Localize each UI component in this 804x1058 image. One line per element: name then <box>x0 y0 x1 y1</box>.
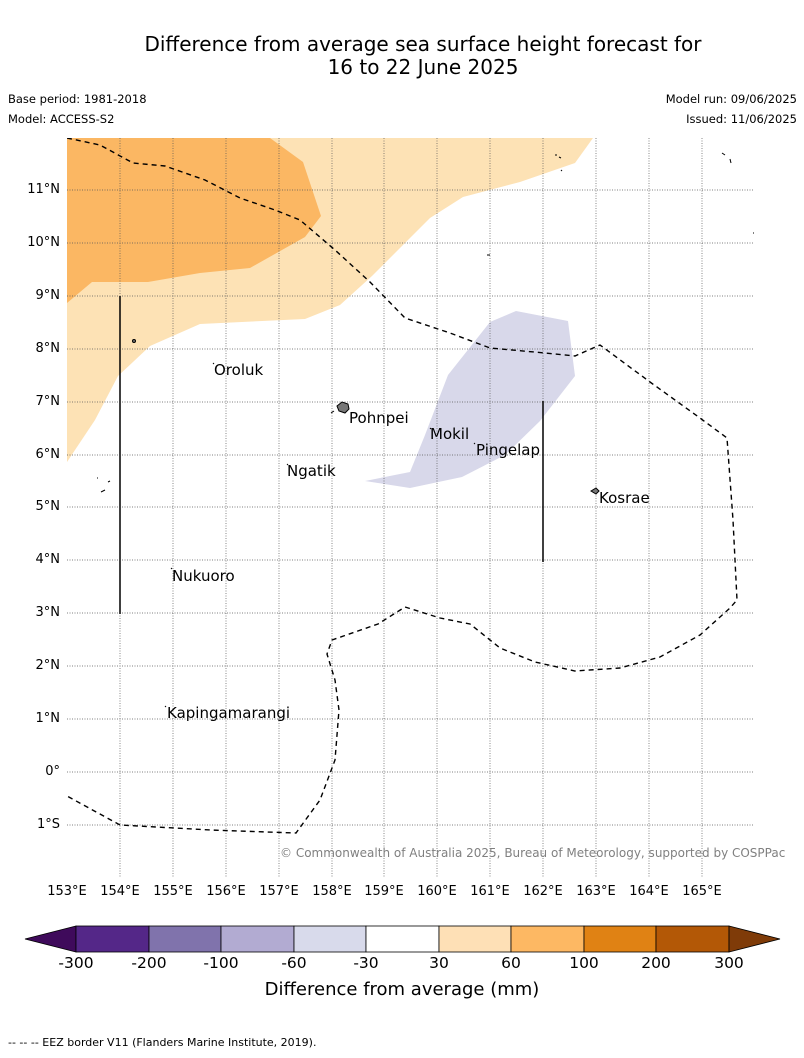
colorbar-tick: 300 <box>714 954 744 972</box>
place-label-ngatik: Ngatik <box>287 462 336 480</box>
islands <box>97 152 754 708</box>
colorbar-tick: -200 <box>131 954 167 972</box>
lat-label: 1°N <box>35 711 61 726</box>
lon-label: 160°E <box>417 884 457 899</box>
eez-border-north <box>67 138 738 834</box>
colorbar-bin-4 <box>293 925 367 953</box>
lat-label: 5°N <box>35 499 61 514</box>
lon-label: 164°E <box>629 884 669 899</box>
lat-label: 7°N <box>35 394 61 409</box>
lon-label: 154°E <box>100 884 140 899</box>
lon-label: 156°E <box>206 884 246 899</box>
lon-label: 162°E <box>523 884 563 899</box>
colorbar-tick: -60 <box>281 954 307 972</box>
lat-label: 2°N <box>35 658 61 673</box>
lon-label: 165°E <box>682 884 722 899</box>
lat-label: 0° <box>45 764 60 779</box>
place-label-nukuoro: Nukuoro <box>172 567 235 585</box>
place-label-pingelap: Pingelap <box>476 441 541 459</box>
place-label-kosrae: Kosrae <box>599 489 650 507</box>
place-label-kapingamarangi: Kapingamarangi <box>167 704 291 722</box>
place-label-pohnpei: Pohnpei <box>349 409 409 427</box>
lon-gridlines <box>119 138 703 878</box>
lon-label: 158°E <box>312 884 352 899</box>
colorbar-tick: 200 <box>641 954 671 972</box>
lat-label: 8°N <box>35 341 61 356</box>
colorbar-bin-3 <box>220 925 295 953</box>
colorbar-tick: 30 <box>429 954 449 972</box>
model-run: Model run: 09/06/2025 <box>665 92 797 106</box>
colorbar-label: Difference from average (mm) <box>264 979 540 1000</box>
colorbar-tick: -300 <box>58 954 94 972</box>
lon-label: 163°E <box>576 884 616 899</box>
lat-label: 10°N <box>27 235 60 250</box>
colorbar-bin-1 <box>75 925 150 953</box>
lat-label: 4°N <box>35 552 61 567</box>
colorbar-bin-8 <box>583 925 657 953</box>
title-line-1: Difference from average sea surface heig… <box>144 32 702 56</box>
colorbar-tick: 100 <box>569 954 599 972</box>
place-label-oroluk: Oroluk <box>214 361 264 379</box>
lat-label: 11°N <box>27 182 60 197</box>
lon-label: 153°E <box>47 884 87 899</box>
colorbar-tick: 60 <box>501 954 521 972</box>
colorbar-bin-5 <box>365 925 440 953</box>
colorbar-extend-low <box>24 925 77 953</box>
lon-label: 157°E <box>259 884 299 899</box>
anomaly-negative-area <box>365 311 575 488</box>
title-line-2: 16 to 22 June 2025 <box>327 55 519 79</box>
lat-label: 3°N <box>35 605 61 620</box>
lat-label: 1°S <box>36 817 60 832</box>
colorbar-bin-7 <box>510 925 585 953</box>
lat-label: 6°N <box>35 447 61 462</box>
colorbar-tick: -30 <box>353 954 379 972</box>
lat-gridlines <box>67 189 754 826</box>
eez-footnote: -- -- -- EEZ border V11 (Flanders Marine… <box>8 1036 317 1049</box>
copyright-credit: © Commonwealth of Australia 2025, Bureau… <box>280 846 786 860</box>
lon-label: 159°E <box>364 884 404 899</box>
colorbar-bin-6 <box>438 925 512 953</box>
base-period: Base period: 1981-2018 <box>8 92 147 106</box>
place-label-mokil: Mokil <box>430 425 470 443</box>
lon-label: 155°E <box>153 884 193 899</box>
lat-label: 9°N <box>35 288 61 303</box>
colorbar-extend-high <box>728 925 781 953</box>
model: Model: ACCESS-S2 <box>8 112 115 126</box>
kosrae-island <box>590 487 600 495</box>
colorbar <box>24 925 781 953</box>
issued-date: Issued: 11/06/2025 <box>686 112 797 126</box>
colorbar-bin-2 <box>148 925 222 953</box>
pohnpei-island <box>336 401 350 414</box>
small-island <box>132 339 136 343</box>
colorbar-tick: -100 <box>203 954 239 972</box>
colorbar-bin-9 <box>655 925 730 953</box>
lon-label: 161°E <box>470 884 510 899</box>
anomaly-60-100-area <box>67 138 321 303</box>
